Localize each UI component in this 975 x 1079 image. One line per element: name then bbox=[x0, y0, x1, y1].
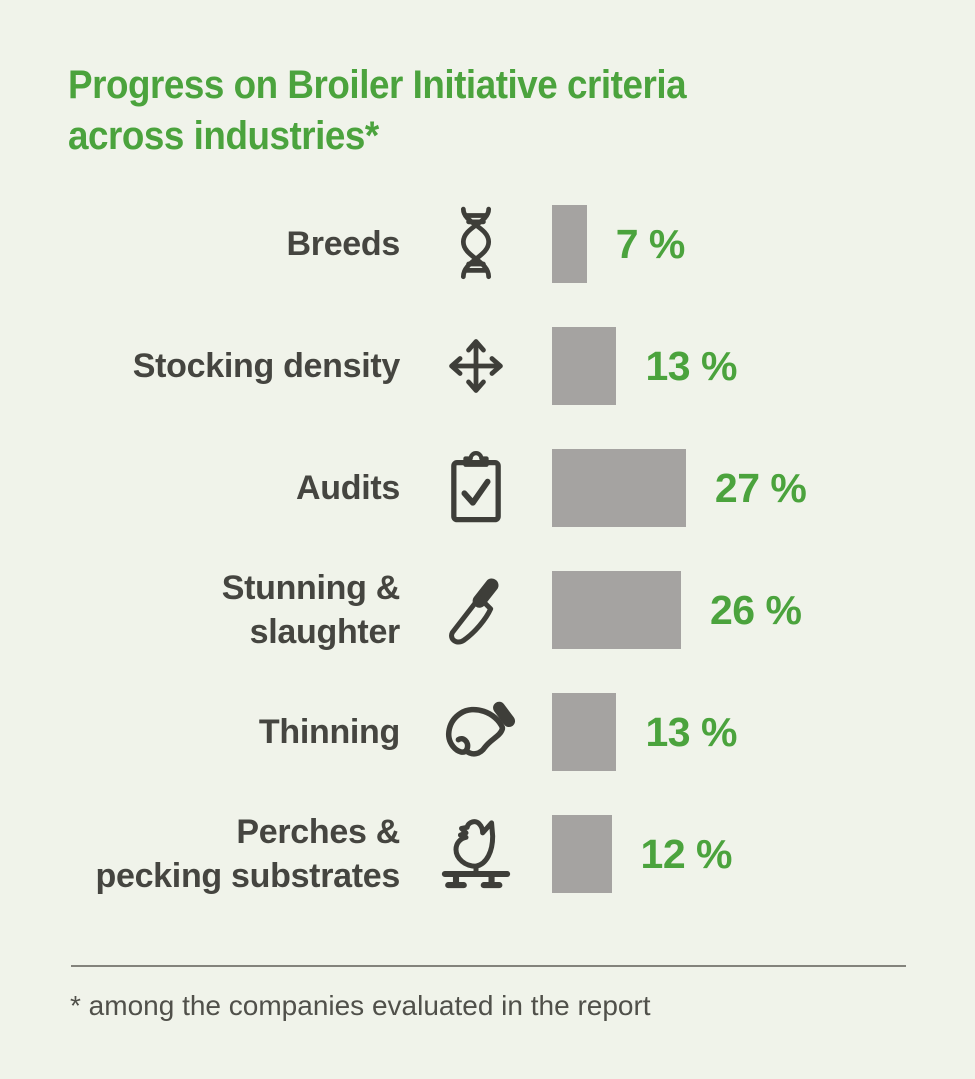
knife-icon bbox=[449, 578, 499, 645]
bar bbox=[552, 693, 617, 771]
category-label: Breeds bbox=[286, 225, 401, 263]
value-label: 13 % bbox=[645, 708, 737, 755]
bar-chart: Breeds 7 % Stocking density bbox=[0, 183, 975, 915]
value-label: 26 % bbox=[709, 586, 802, 633]
chart-row-stunning-slaughter: Stunning & slaughter 26 % bbox=[0, 549, 975, 671]
chart-row-perches-pecking: Perches & pecking substrates 12 % bbox=[0, 793, 975, 915]
category-label: Audits bbox=[296, 469, 400, 507]
move-arrows-icon bbox=[449, 339, 503, 393]
chart-row-stocking-density: Stocking density 13 % bbox=[0, 305, 975, 427]
chart-title: Progress on Broiler Initiative criteria … bbox=[68, 63, 687, 158]
value-label: 12 % bbox=[640, 830, 733, 877]
bar bbox=[552, 571, 681, 649]
value-label: 13 % bbox=[645, 342, 737, 389]
bar bbox=[552, 815, 612, 893]
grabbing-hand-icon bbox=[446, 701, 516, 757]
bar bbox=[552, 205, 587, 283]
chicken-on-perch-icon bbox=[441, 819, 511, 889]
clipboard-check-icon bbox=[451, 451, 501, 523]
category-label: Stocking density bbox=[132, 347, 401, 385]
chart-row-breeds: Breeds 7 % bbox=[0, 183, 975, 305]
chart-row-audits: Audits 27 % bbox=[0, 427, 975, 549]
category-label: Stunning & slaughter bbox=[221, 569, 401, 651]
bar bbox=[552, 449, 686, 527]
value-label: 27 % bbox=[714, 464, 807, 511]
footnote: * among the companies evaluated in the r… bbox=[70, 990, 651, 1021]
divider bbox=[71, 965, 906, 967]
bar bbox=[552, 327, 617, 405]
category-label: Thinning bbox=[258, 713, 400, 751]
dna-icon bbox=[460, 206, 492, 280]
category-label: Perches & pecking substrates bbox=[95, 813, 401, 895]
value-label: 7 % bbox=[615, 220, 686, 267]
chart-row-thinning: Thinning 13 % bbox=[0, 671, 975, 793]
